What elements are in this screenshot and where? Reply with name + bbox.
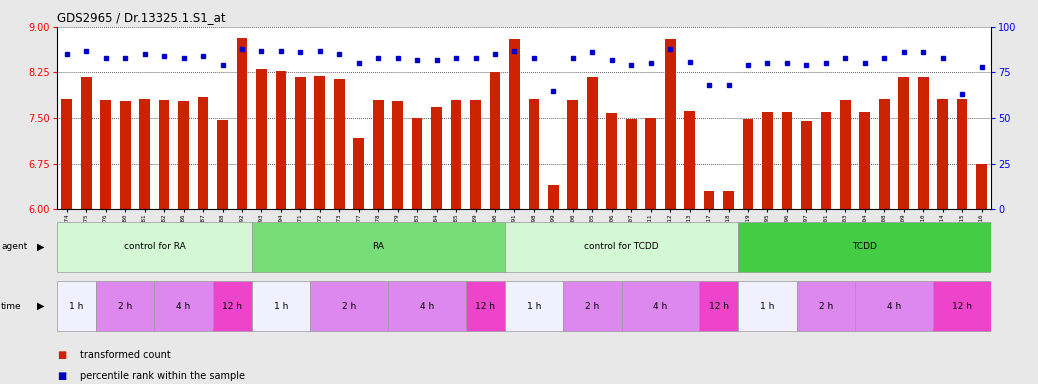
Bar	[820, 112, 831, 209]
Bar	[431, 107, 442, 209]
Text: 4 h: 4 h	[419, 302, 434, 311]
Bar	[81, 77, 91, 209]
Bar	[155, 281, 213, 331]
Bar	[373, 100, 384, 209]
Bar	[353, 137, 364, 209]
Bar	[57, 281, 95, 331]
Bar	[797, 281, 855, 331]
Bar	[563, 281, 622, 331]
Bar	[684, 111, 695, 209]
Text: 2 h: 2 h	[819, 302, 832, 311]
Bar	[840, 100, 851, 209]
Text: ■: ■	[57, 350, 66, 360]
Bar	[197, 97, 209, 209]
Text: ▶: ▶	[37, 242, 45, 252]
Bar	[310, 281, 388, 331]
Bar	[918, 77, 929, 209]
Text: RA: RA	[373, 242, 384, 251]
Bar	[937, 99, 948, 209]
Text: 12 h: 12 h	[709, 302, 729, 311]
Bar	[664, 39, 676, 209]
Bar	[568, 100, 578, 209]
Bar	[504, 281, 563, 331]
Bar	[606, 113, 618, 209]
Text: transformed count: transformed count	[80, 350, 170, 360]
Bar	[646, 118, 656, 209]
Text: 4 h: 4 h	[176, 302, 191, 311]
Bar	[450, 100, 462, 209]
Bar	[217, 120, 228, 209]
Text: 2 h: 2 h	[585, 302, 599, 311]
Text: 4 h: 4 h	[886, 302, 901, 311]
Bar	[57, 222, 251, 272]
Bar	[898, 77, 909, 209]
Bar	[466, 281, 504, 331]
Text: 2 h: 2 h	[118, 302, 132, 311]
Text: 1 h: 1 h	[526, 302, 541, 311]
Text: ▶: ▶	[37, 301, 45, 311]
Bar	[879, 99, 890, 209]
Bar	[61, 99, 73, 209]
Text: 1 h: 1 h	[70, 302, 84, 311]
Bar	[119, 101, 131, 209]
Bar	[855, 281, 933, 331]
Text: 12 h: 12 h	[475, 302, 495, 311]
Text: agent: agent	[1, 242, 27, 251]
Bar	[159, 100, 169, 209]
Bar	[626, 119, 636, 209]
Text: percentile rank within the sample: percentile rank within the sample	[80, 371, 245, 381]
Bar	[213, 281, 252, 331]
Bar	[504, 222, 738, 272]
Bar	[392, 101, 403, 209]
Bar	[700, 281, 738, 331]
Text: TCDD: TCDD	[852, 242, 877, 251]
Text: 1 h: 1 h	[274, 302, 289, 311]
Bar	[139, 99, 151, 209]
Bar	[933, 281, 991, 331]
Text: ■: ■	[57, 371, 66, 381]
Bar	[782, 112, 792, 209]
Bar	[95, 281, 155, 331]
Text: control for TCDD: control for TCDD	[584, 242, 659, 251]
Bar	[622, 281, 700, 331]
Bar	[490, 73, 500, 209]
Bar	[101, 100, 111, 209]
Bar	[179, 101, 189, 209]
Bar	[976, 164, 987, 209]
Bar	[723, 191, 734, 209]
Bar	[295, 77, 306, 209]
Bar	[548, 185, 558, 209]
Bar	[528, 99, 540, 209]
Bar	[957, 99, 967, 209]
Bar	[412, 118, 422, 209]
Bar	[801, 121, 812, 209]
Text: 4 h: 4 h	[653, 302, 667, 311]
Bar	[742, 119, 754, 209]
Text: 2 h: 2 h	[342, 302, 356, 311]
Bar	[275, 71, 286, 209]
Text: 1 h: 1 h	[760, 302, 774, 311]
Bar	[251, 281, 310, 331]
Bar	[586, 77, 598, 209]
Bar	[237, 38, 247, 209]
Bar	[859, 112, 870, 209]
Bar	[315, 76, 325, 209]
Text: 12 h: 12 h	[952, 302, 973, 311]
Bar	[704, 191, 714, 209]
Bar	[388, 281, 466, 331]
Text: control for RA: control for RA	[124, 242, 185, 251]
Text: GDS2965 / Dr.13325.1.S1_at: GDS2965 / Dr.13325.1.S1_at	[57, 12, 225, 25]
Bar	[738, 281, 797, 331]
Bar	[470, 100, 481, 209]
Text: time: time	[1, 302, 22, 311]
Bar	[334, 79, 345, 209]
Bar	[251, 222, 504, 272]
Bar	[509, 39, 520, 209]
Text: 12 h: 12 h	[222, 302, 242, 311]
Bar	[738, 222, 991, 272]
Bar	[256, 70, 267, 209]
Bar	[762, 112, 773, 209]
